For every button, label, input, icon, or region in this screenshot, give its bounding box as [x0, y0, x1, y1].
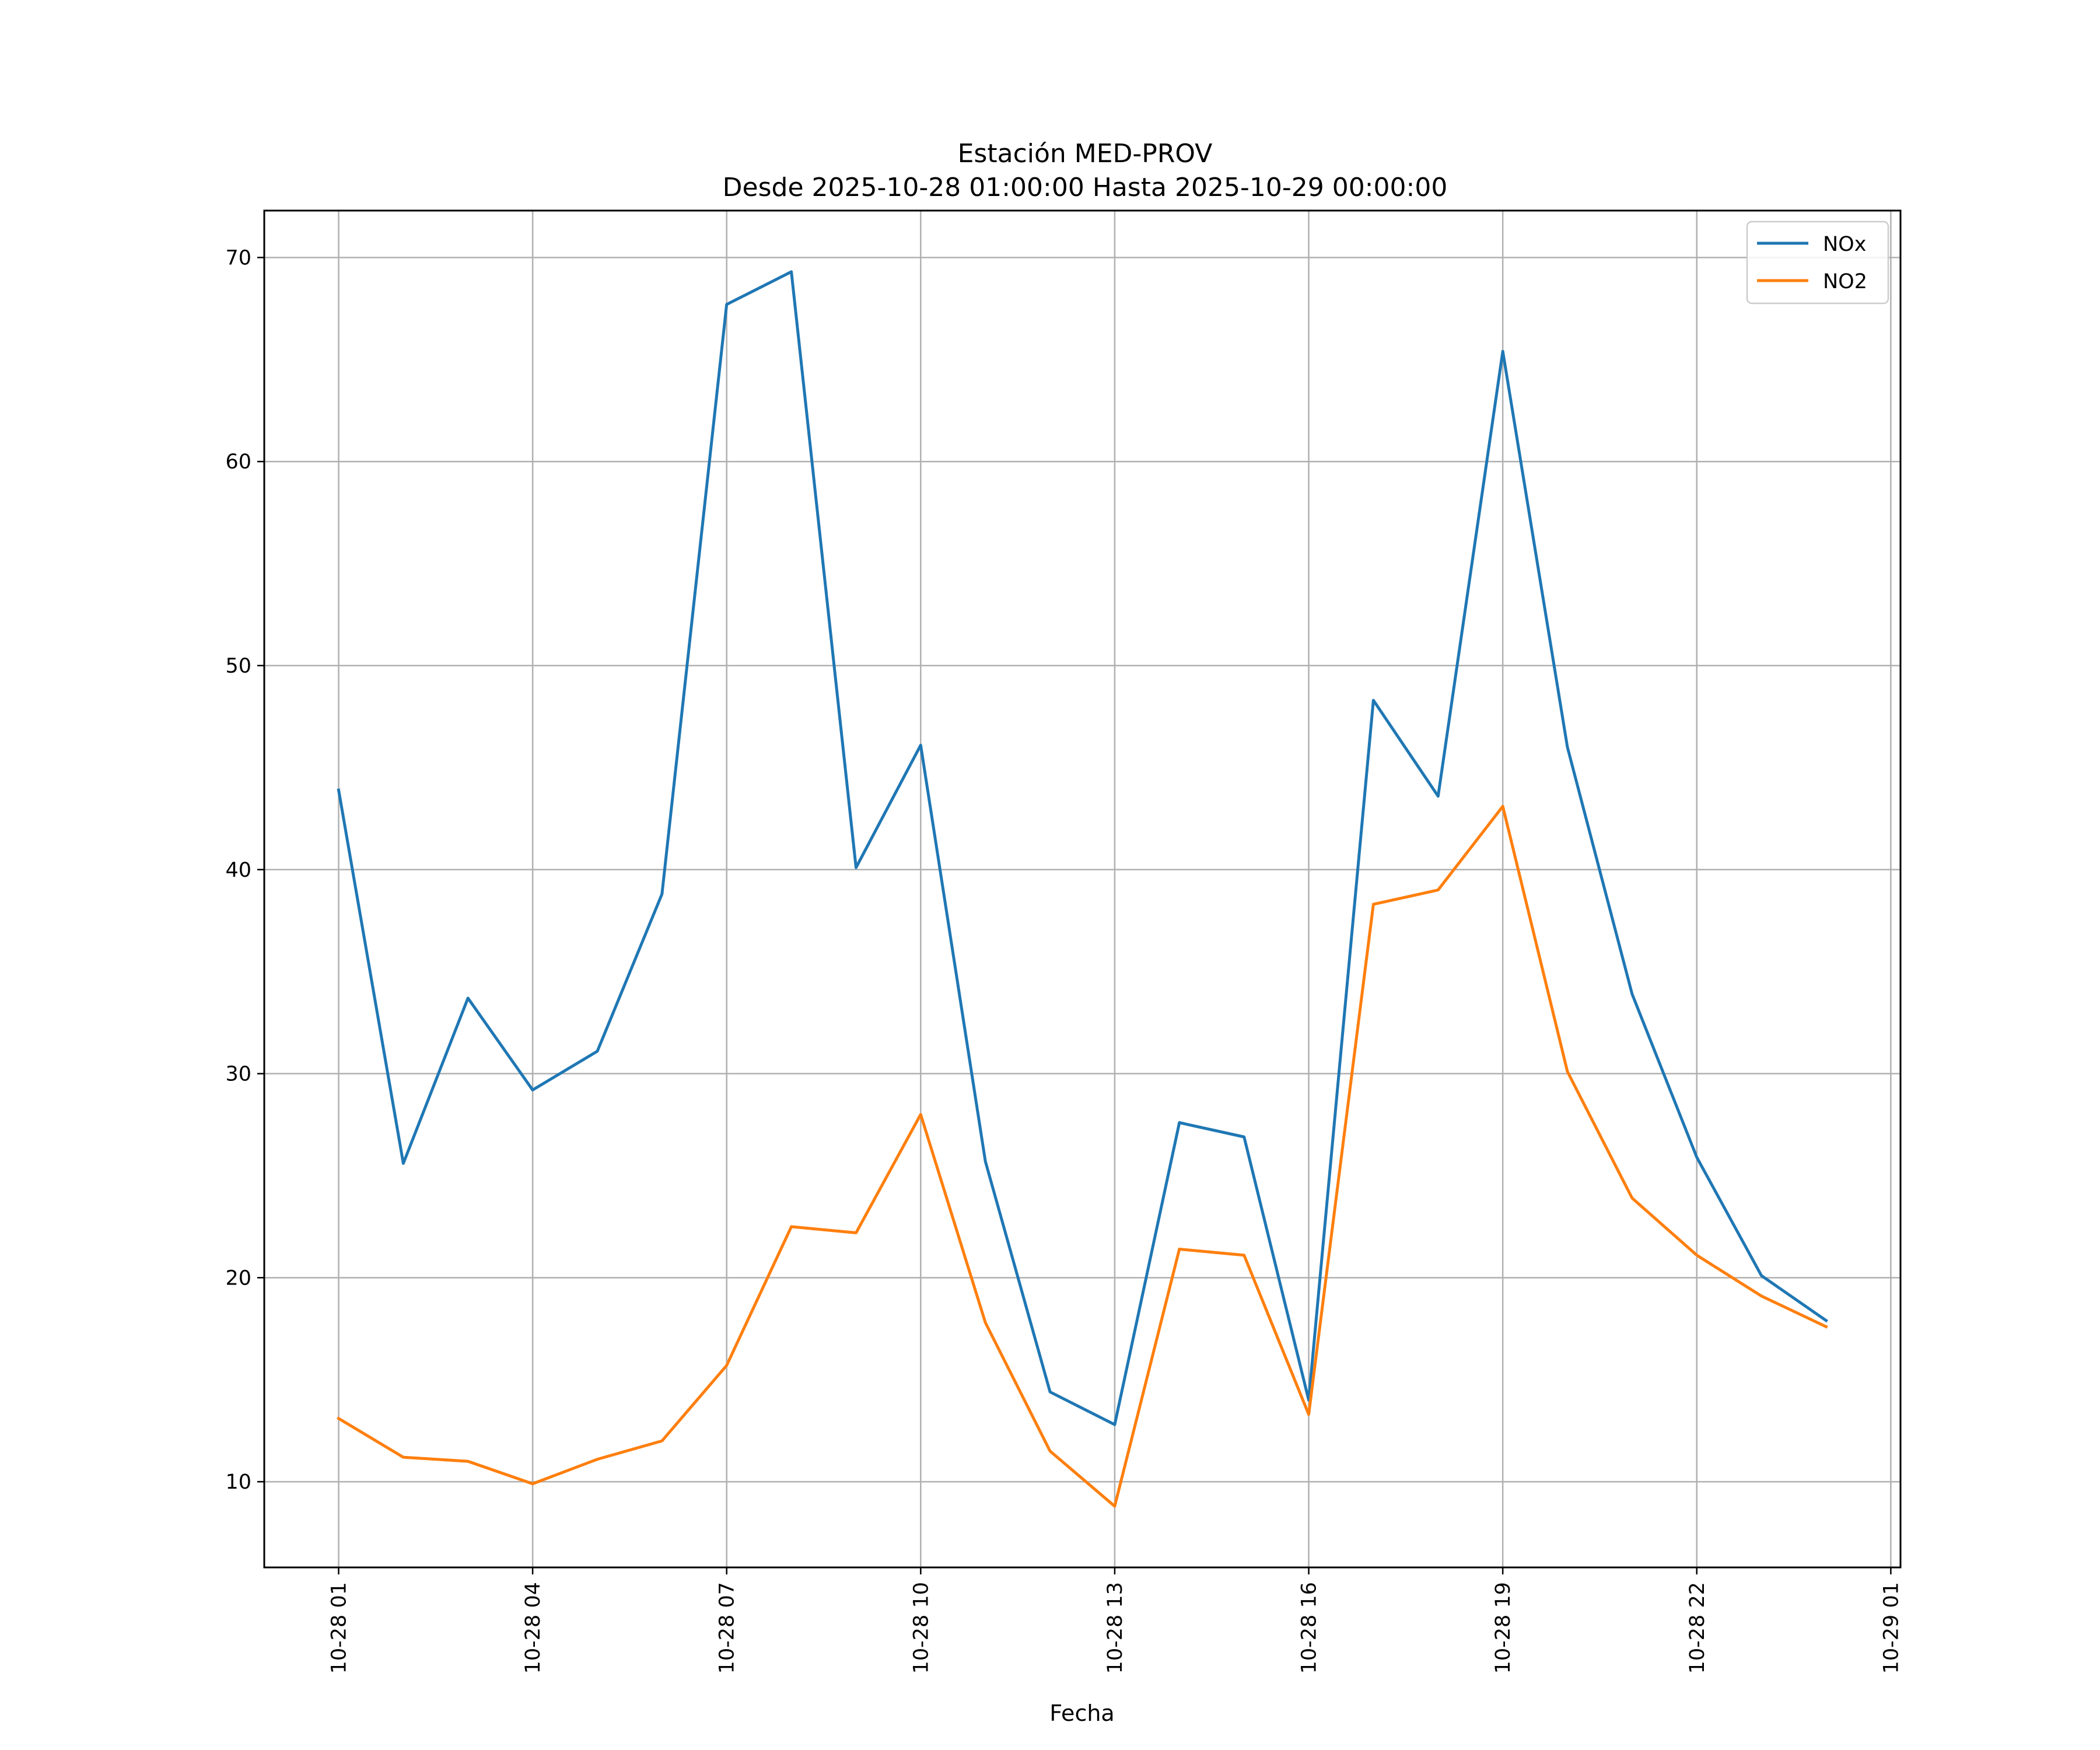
- y-tick-label: 50: [225, 654, 251, 678]
- x-tick-label: 10-28 13: [1104, 1582, 1127, 1674]
- chart-subtitle: Desde 2025-10-28 01:00:00 Hasta 2025-10-…: [723, 173, 1448, 202]
- x-tick-label: 10-28 04: [522, 1582, 545, 1674]
- x-axis-ticks: 10-28 01 10-28 04 10-28 07 10-28 10 10-28 13…: [328, 1567, 1903, 1674]
- x-tick-label: 10-28 19: [1492, 1582, 1515, 1674]
- x-tick-label: 10-28 07: [716, 1582, 739, 1674]
- plot-frame: [263, 209, 1902, 1569]
- chart-title: Estación MED-PROV: [958, 139, 1213, 169]
- y-tick-label: 30: [225, 1063, 251, 1086]
- grid-lines: [264, 211, 1901, 1567]
- series-line-nox: [337, 270, 1828, 1426]
- x-tick-label: 10-29 01: [1880, 1582, 1903, 1674]
- legend-label-no2: NO2: [1823, 270, 1867, 293]
- series-line-no2: [337, 804, 1828, 1508]
- x-tick-label: 10-28 16: [1298, 1582, 1321, 1674]
- x-tick-label: 10-28 10: [909, 1582, 933, 1674]
- y-tick-label: 40: [225, 859, 251, 882]
- y-tick-label: 20: [225, 1266, 251, 1290]
- x-tick-label: 10-28 01: [328, 1582, 351, 1674]
- x-axis-label: Fecha: [1049, 1700, 1114, 1726]
- x-tick-label: 10-28 22: [1686, 1582, 1709, 1674]
- series-lines: [337, 270, 1828, 1508]
- y-tick-label: 10: [225, 1471, 251, 1494]
- legend: NOx NO2: [1746, 220, 1889, 304]
- y-axis-ticks: 10 20 30 40 50 60 70: [225, 246, 264, 1494]
- y-tick-label: 70: [225, 246, 251, 270]
- y-tick-label: 60: [225, 450, 251, 474]
- legend-label-nox: NOx: [1823, 233, 1866, 256]
